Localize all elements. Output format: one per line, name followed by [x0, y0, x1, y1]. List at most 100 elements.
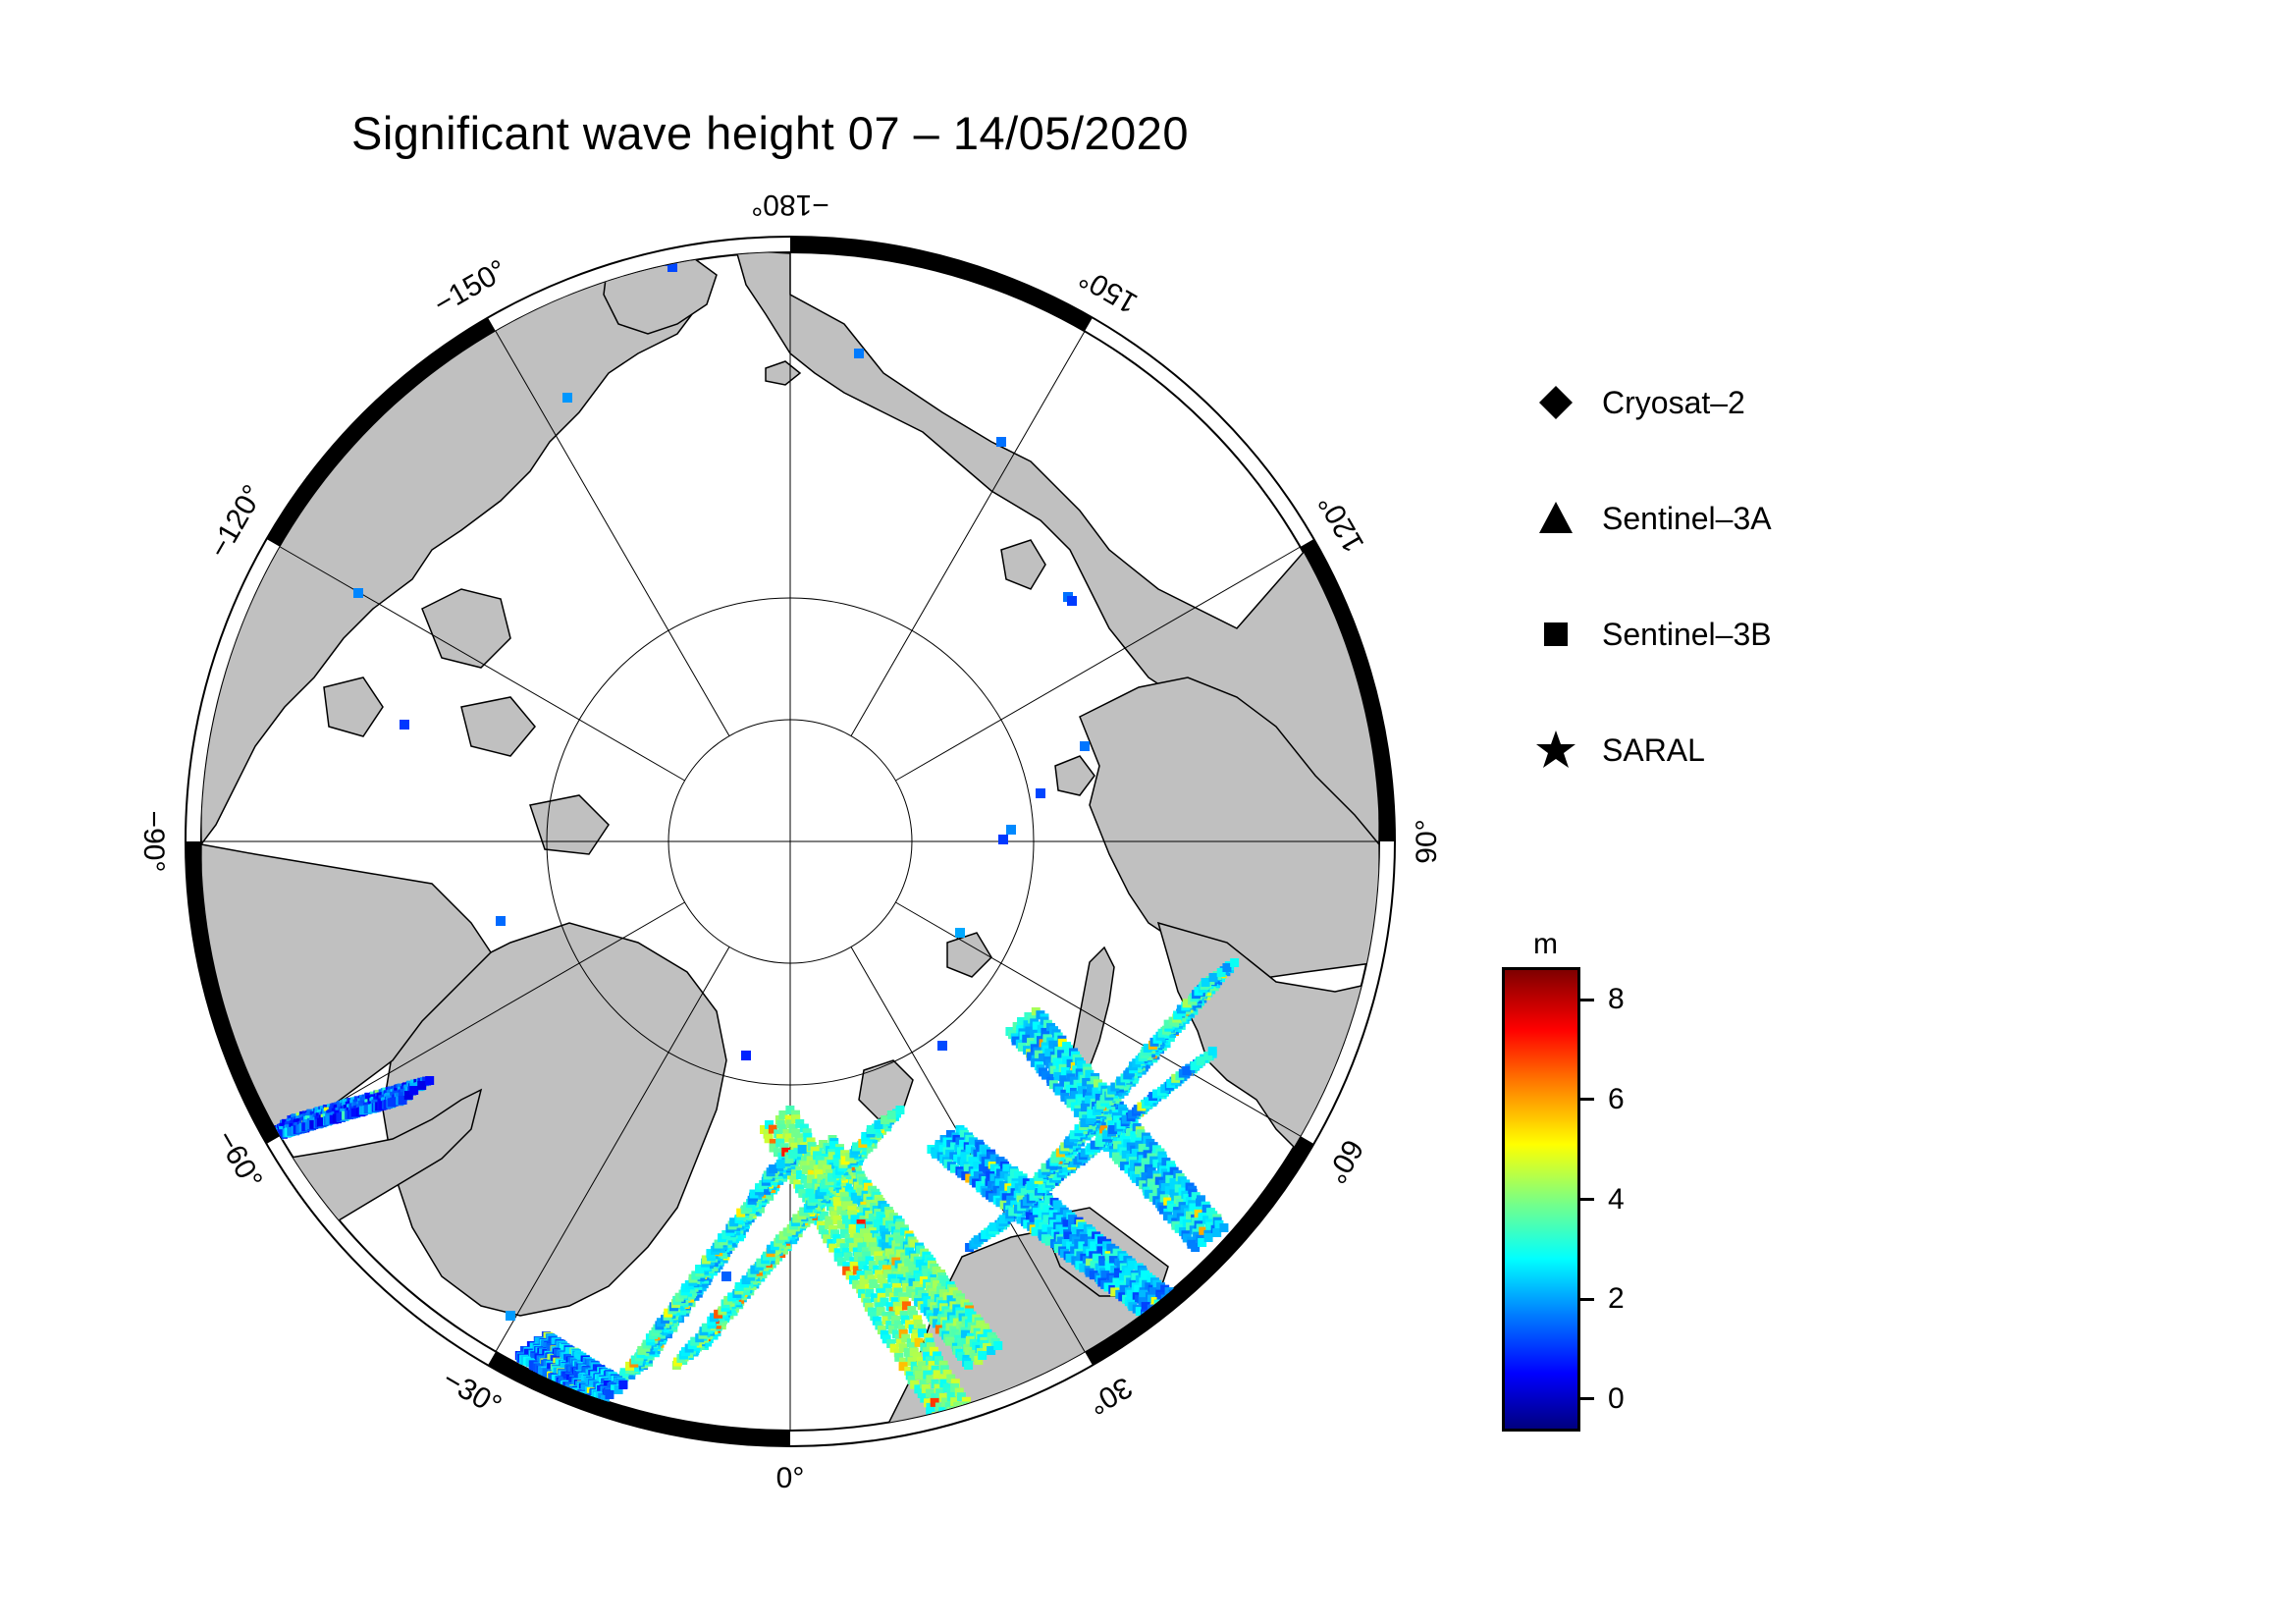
observation-point: [996, 437, 1006, 447]
observation-cell: [618, 1380, 628, 1389]
observation-cell: [968, 1425, 978, 1431]
observation-cell: [845, 1238, 855, 1248]
observation-cell: [830, 1211, 840, 1220]
longitude-label: 60°: [1319, 1134, 1369, 1189]
observation-cell: [409, 1086, 419, 1095]
observation-cell: [1056, 1236, 1066, 1246]
observation-cell: [932, 1266, 941, 1275]
observation-cell: [1044, 1048, 1054, 1057]
observation-cell: [1103, 1282, 1113, 1292]
observation-cell: [886, 1110, 896, 1119]
colorbar-tick-label: 6: [1608, 1082, 1625, 1115]
observation-cell: [775, 1133, 785, 1143]
observation-cell: [1131, 1148, 1141, 1158]
observation-cell: [880, 1278, 889, 1288]
observation-cell: [852, 1266, 862, 1275]
observation-cell: [1008, 1207, 1018, 1217]
land-arctic-island-3: [460, 696, 536, 757]
observation-cell: [1022, 1034, 1032, 1044]
observation-cell: [1063, 1231, 1073, 1241]
observation-cell: [973, 1171, 983, 1181]
observation-cell: [1196, 1056, 1205, 1065]
observation-cell: [882, 1283, 892, 1293]
observation-cell: [1141, 1172, 1150, 1182]
observation-cell: [876, 1288, 885, 1298]
observation-cell: [775, 1160, 785, 1168]
observation-point: [1080, 741, 1090, 751]
observation-cell: [858, 1261, 868, 1271]
observation-cell: [889, 1343, 899, 1353]
observation-cell: [1077, 1086, 1087, 1096]
observation-cell: [768, 1124, 777, 1134]
observation-cell: [1078, 1241, 1088, 1251]
observation-cell: [1096, 1246, 1106, 1256]
observation-cell: [1037, 1184, 1046, 1193]
observation-cell: [781, 1147, 791, 1157]
observation-cell: [923, 1347, 933, 1357]
observation-cell: [950, 1397, 960, 1407]
observation-cell: [835, 1187, 845, 1197]
observation-cell: [1104, 1263, 1114, 1272]
observation-cell: [600, 1395, 610, 1404]
observation-cell: [950, 1382, 960, 1392]
observation-cell: [813, 1151, 823, 1161]
observation-point: [1006, 825, 1016, 835]
observation-cell: [917, 1361, 927, 1371]
meridian-line: [895, 546, 1301, 782]
observation-cell: [998, 1180, 1008, 1190]
observation-cell: [913, 1319, 923, 1328]
observation-cell: [905, 1371, 915, 1380]
observation-cell: [1043, 1195, 1053, 1205]
observation-cell: [965, 1144, 975, 1154]
observation-cell: [954, 1387, 964, 1397]
observation-cell: [701, 1255, 711, 1265]
observation-cell: [1042, 1215, 1052, 1224]
observation-cell: [912, 1352, 922, 1362]
observation-cell: [1017, 1017, 1027, 1026]
observation-cell: [931, 1379, 940, 1388]
observation-point: [353, 588, 363, 598]
frame-segment: [1084, 1135, 1314, 1366]
observation-cell: [982, 1147, 991, 1157]
observation-cell: [874, 1120, 883, 1129]
square-icon: [1544, 622, 1568, 646]
observation-cell: [1207, 1047, 1217, 1055]
observation-cell: [818, 1160, 828, 1169]
observation-cell: [784, 1155, 794, 1163]
observation-cell: [895, 1221, 905, 1231]
observation-cell: [1110, 1082, 1120, 1092]
observation-cell: [955, 1296, 965, 1306]
observation-cell: [799, 1123, 809, 1133]
observation-cell: [1001, 1193, 1011, 1203]
observation-cell: [389, 1097, 399, 1107]
observation-cell: [795, 1118, 805, 1128]
land-arctic-island-2: [323, 676, 384, 737]
longitude-label: −180°: [751, 189, 829, 221]
observation-cell: [1119, 1284, 1129, 1294]
observation-cell: [894, 1352, 904, 1362]
observation-cell: [1108, 1125, 1118, 1134]
observation-cell: [1198, 1213, 1207, 1222]
observation-cell: [913, 1366, 923, 1376]
observation-cell: [1090, 1140, 1099, 1150]
observation-cell: [1090, 1261, 1099, 1271]
observation-cell: [849, 1275, 859, 1285]
observation-cell: [806, 1174, 816, 1184]
observation-cell: [924, 1332, 934, 1342]
observation-cell: [1144, 1189, 1153, 1199]
observation-cell: [803, 1132, 813, 1142]
legend-label: Sentinel–3A: [1602, 500, 1772, 536]
observation-cell: [1151, 1089, 1161, 1099]
observation-cell: [818, 1225, 828, 1235]
observation-cell: [960, 1152, 970, 1162]
observation-cell: [1032, 1021, 1041, 1031]
observation-cell: [806, 1183, 816, 1193]
observation-cell: [914, 1384, 924, 1394]
observation-cell: [840, 1211, 850, 1220]
observation-cell: [1073, 1108, 1083, 1117]
observation-point: [1036, 788, 1045, 798]
observation-cell: [1137, 1102, 1147, 1111]
observation-cell: [857, 1288, 867, 1298]
legend-item-square: Sentinel–3B: [1531, 610, 1772, 659]
observation-cell: [614, 1385, 623, 1394]
